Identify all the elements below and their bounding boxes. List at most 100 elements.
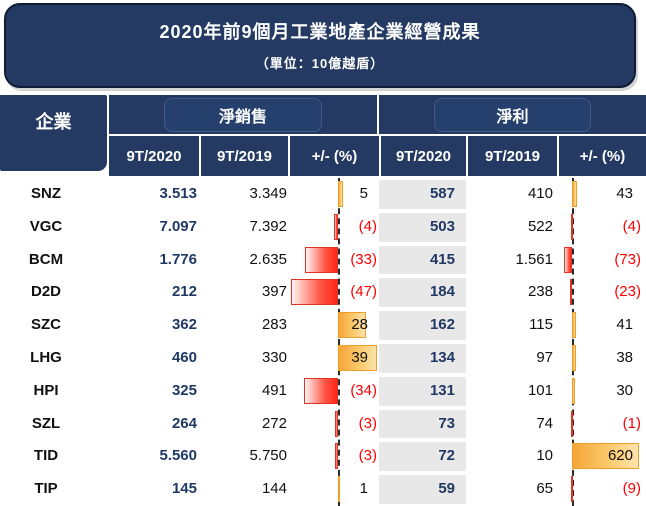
net-sales-2019-cell: 7.392 (249, 217, 287, 235)
net-profit-2020-cell: 587 (379, 178, 466, 211)
net-sales-2019-cell: 2.635 (249, 250, 287, 268)
net-profit-2020-cell: 162 (379, 309, 466, 342)
table-body: SNZ 3.513 3.349 5 587 410 43 VGC 7.097 7.392 (4) 50… (0, 178, 646, 506)
net-sales-2020-cell: 212 (171, 283, 197, 301)
net-profit-change-cell: (23) (557, 276, 646, 309)
net-profit-change-value: (73) (614, 250, 641, 268)
net-sales-2019-cell: 3.349 (249, 185, 287, 202)
net-sales-change-value: 39 (351, 349, 368, 366)
net-profit-2020-value: 73 (438, 414, 455, 432)
net-sales-change-cell: (33) (288, 244, 379, 277)
net-sales-2020-cell: 5.560 (159, 447, 197, 465)
net-profit-2020-cell: 134 (379, 342, 466, 375)
net-profit-2019-cell: 238 (527, 283, 553, 301)
table-row: SZL 264 272 (3) 73 74 (1) (0, 408, 646, 441)
ticker-cell: LHG (30, 349, 62, 366)
net-sales-change-value: (4) (358, 217, 377, 235)
net-sales-change-negative-bar (305, 246, 338, 273)
net-sales-2020-cell: 7.097 (159, 217, 197, 235)
net-profit-2019-cell: 1.561 (515, 250, 553, 268)
table-row: D2D 212 397 (47) 184 238 (23) (0, 276, 646, 309)
net-sales-change-cell: (47) (288, 276, 379, 309)
net-sales-change-negative-bar (335, 443, 338, 470)
net-profit-change-positive-bar (572, 181, 577, 207)
net-sales-2020-cell: 362 (171, 316, 197, 334)
net-sales-change-cell: (4) (288, 211, 379, 244)
net-profit-change-value: 30 (616, 381, 633, 399)
table-row: SNZ 3.513 3.349 5 587 410 43 (0, 178, 646, 211)
net-profit-change-positive-bar (572, 443, 639, 470)
net-profit-change-negative-bar (571, 213, 573, 240)
net-profit-2020-cell: 73 (379, 408, 466, 441)
net-profit-2020-cell: 72 (379, 440, 466, 473)
net-sales-2019-cell: 283 (261, 316, 287, 334)
net-profit-change-value: (23) (614, 283, 641, 301)
table-row: VGC 7.097 7.392 (4) 503 522 (4) (0, 211, 646, 244)
table-row: BCM 1.776 2.635 (33) 415 1.561 (73) (0, 244, 646, 277)
net-profit-change-value: (1) (622, 414, 641, 432)
ticker-cell: BCM (28, 250, 64, 268)
net-profit-2020-cell: 131 (379, 375, 466, 408)
header-np-9t2019: 9T/2019 (468, 136, 557, 176)
unit-subtitle: （單位：10億越盾） (255, 56, 385, 71)
net-sales-2019-cell: 272 (261, 414, 287, 432)
page-title: 2020年前9個月工業地產企業經營成果 (159, 22, 481, 42)
net-profit-change-cell: 620 (557, 440, 646, 473)
net-profit-change-cell: (4) (557, 211, 646, 244)
net-profit-change-value: 38 (616, 349, 633, 366)
net-profit-change-positive-bar (572, 312, 577, 339)
net-profit-change-cell: (9) (557, 473, 646, 506)
net-profit-2020-value: 72 (438, 447, 455, 465)
net-sales-change-cell: 5 (288, 178, 379, 211)
net-profit-2020-value: 134 (429, 349, 455, 366)
header-np-change: +/- (%) (559, 136, 646, 176)
net-sales-change-value: (3) (358, 447, 377, 465)
net-profit-2019-cell: 10 (536, 447, 553, 465)
net-sales-change-negative-bar (334, 213, 338, 240)
net-profit-change-cell: 43 (557, 178, 646, 211)
net-profit-change-cell: 30 (557, 375, 646, 408)
net-profit-2020-cell: 59 (379, 473, 466, 506)
net-sales-2020-cell: 264 (171, 414, 197, 432)
net-sales-2019-cell: 397 (261, 283, 287, 301)
table-row: SZC 362 283 28 162 115 41 (0, 309, 646, 342)
net-profit-2020-highlight (379, 475, 466, 504)
net-profit-2020-value: 415 (429, 250, 455, 268)
net-profit-2020-highlight (379, 278, 466, 308)
net-sales-change-value: 1 (359, 480, 368, 498)
net-sales-change-value: 28 (351, 316, 368, 334)
net-profit-change-negative-bar (571, 476, 573, 503)
ticker-cell: TID (33, 447, 59, 465)
net-profit-change-value: 41 (616, 316, 633, 334)
ticker-cell: TIP (34, 480, 58, 498)
net-sales-change-cell: (3) (288, 408, 379, 441)
net-sales-change-value: (33) (350, 250, 377, 268)
net-sales-change-negative-bar (335, 410, 338, 437)
net-sales-2020-cell: 325 (171, 381, 197, 399)
net-profit-change-cell: (73) (557, 244, 646, 277)
table-row: TIP 145 144 1 59 65 (9) (0, 473, 646, 506)
title-banner: 2020年前9個月工業地產企業經營成果 （單位：10億越盾） (4, 3, 636, 88)
header-group-net-sales: 淨銷售 (109, 95, 377, 134)
ticker-cell: VGC (29, 217, 63, 235)
net-profit-2020-value: 503 (429, 217, 455, 235)
net-profit-change-value: (9) (622, 480, 641, 498)
net-profit-2020-highlight (379, 376, 466, 406)
ticker-cell: HPI (33, 381, 59, 399)
net-sales-change-cell: 39 (288, 342, 379, 375)
net-profit-2020-value: 587 (429, 185, 455, 202)
net-sales-change-cell: (34) (288, 375, 379, 408)
net-profit-2019-cell: 74 (536, 414, 553, 432)
net-profit-change-cell: (1) (557, 408, 646, 441)
net-profit-change-cell: 41 (557, 309, 646, 342)
net-profit-2020-value: 131 (429, 381, 455, 399)
net-profit-2020-highlight (379, 212, 466, 242)
header-ns-change: +/- (%) (290, 136, 379, 176)
net-profit-change-cell: 38 (557, 342, 646, 375)
ticker-cell: SZL (31, 414, 61, 432)
header-group-net-sales-label: 淨銷售 (164, 97, 322, 132)
net-profit-2019-cell: 410 (527, 185, 553, 202)
net-profit-2020-value: 59 (438, 480, 455, 498)
net-profit-2020-highlight (379, 180, 466, 209)
